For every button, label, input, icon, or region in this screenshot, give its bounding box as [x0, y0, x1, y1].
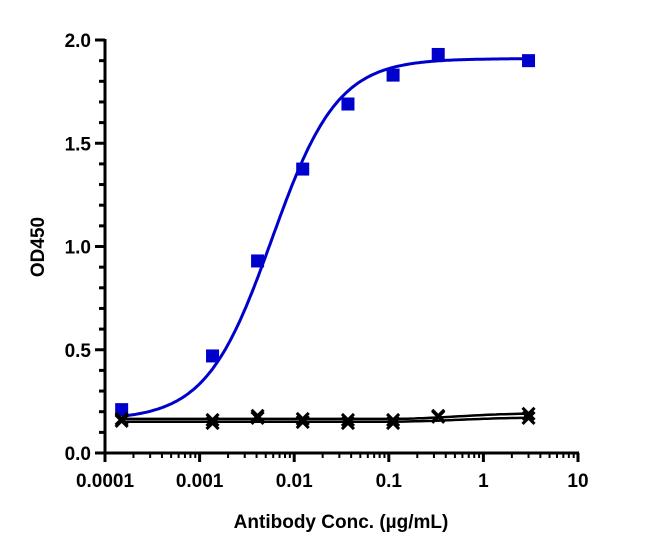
data-point-x [386, 412, 401, 428]
data-point-square [386, 68, 400, 82]
control-fit-line [121, 412, 529, 421]
data-point-square [522, 54, 536, 68]
data-point-x [295, 411, 310, 426]
data-point-x [295, 414, 310, 430]
x-axis-title: Antibody Conc. (µg/mL) [234, 512, 449, 533]
data-point-square [206, 349, 220, 363]
data-point-x [205, 415, 220, 431]
y-tick-label: 1.0 [65, 238, 91, 259]
y-ticks: 0.0 0.5 1.0 1.5 2.0 [65, 31, 105, 465]
data-point-square [115, 403, 129, 417]
y-tick-label: 0.5 [65, 341, 92, 362]
x-tick-label: 1 [478, 471, 489, 492]
x-tick-label: 10 [567, 471, 588, 492]
y-axis-title: OD450 [28, 217, 49, 277]
data-point-x [205, 412, 220, 428]
x-tick-label: 0.1 [376, 471, 403, 492]
data-point-x [340, 415, 356, 431]
plot-curves [121, 57, 529, 423]
x-tick-label: 0.001 [176, 471, 224, 492]
x-tick-label: 0.0001 [76, 471, 135, 492]
data-point-square [296, 162, 310, 176]
data-point-x [340, 412, 356, 428]
x-ticks: 0.0001 0.001 0.01 0.1 1 10 [76, 453, 589, 492]
data-point-x [386, 415, 401, 431]
data-point-square [341, 97, 355, 111]
y-tick-label: 0.0 [65, 444, 91, 465]
axes: 0.0 0.5 1.0 1.5 2.0 0.0001 0.001 0.01 0.1 1 10 [65, 31, 589, 492]
x-tick-label: 0.01 [276, 471, 313, 492]
data-point-x [114, 413, 129, 429]
data-point-x [250, 410, 265, 425]
data-point-x [521, 410, 536, 425]
data-point-square [431, 47, 445, 61]
y-tick-label: 1.5 [65, 134, 92, 155]
fit-curve [121, 57, 529, 418]
data-point-x [521, 406, 536, 421]
y-tick-label: 2.0 [65, 31, 91, 52]
data-point-x [431, 409, 446, 424]
data-point-square [251, 254, 265, 268]
plot-markers [114, 47, 536, 431]
control-fit-line [121, 416, 529, 423]
